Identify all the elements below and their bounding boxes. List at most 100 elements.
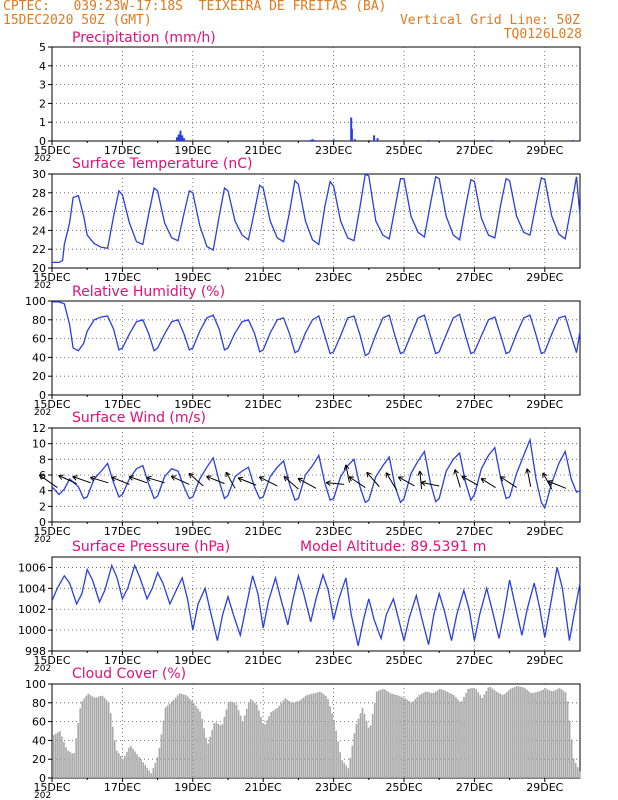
cloud-bar <box>300 699 303 778</box>
run-date: 15DEC2020 50Z (GMT) <box>3 13 152 28</box>
cloud-bar <box>438 688 441 778</box>
cloud-bar <box>89 694 92 778</box>
cloud-bar <box>312 693 315 778</box>
cloud-bar <box>252 700 254 778</box>
cloud-bar <box>369 725 372 778</box>
cloud-bar <box>93 697 96 778</box>
wind-arrow <box>297 477 317 489</box>
cloud-bar <box>453 695 455 778</box>
wind-arrow-head <box>547 480 553 486</box>
y-tick-label: 100 <box>25 295 46 308</box>
cloud-bar <box>187 696 189 778</box>
cloud-bar <box>201 718 203 778</box>
series-line <box>52 301 581 357</box>
cloud-bar <box>63 741 65 778</box>
cloud-bar <box>292 702 295 778</box>
cloud-bar <box>276 708 279 778</box>
x-tick-label: 17DEC <box>104 525 141 538</box>
grid-line-info: Vertical Grid Line: 50Z <box>399 13 580 28</box>
wind-arrow <box>385 472 398 491</box>
y-tick-label: 1004 <box>18 582 46 595</box>
y-tick-label: 60 <box>32 716 46 729</box>
cloud-bar <box>487 687 490 778</box>
x-tick-label: 17DEC <box>104 271 141 284</box>
cloud-bar <box>505 692 508 778</box>
cloud-bar <box>217 723 220 778</box>
cloud-bar <box>308 694 311 778</box>
wind-arrow-head <box>461 475 467 481</box>
wind-arrow-head <box>206 475 212 481</box>
cloud-bar <box>95 697 98 778</box>
wind-arrow <box>480 478 496 488</box>
x-tick-label: 15DEC <box>33 525 70 538</box>
cloud-bar <box>146 767 149 778</box>
x-tick-label: 19DEC <box>174 654 211 667</box>
cloud-bar <box>105 700 108 778</box>
wind-arrow <box>111 476 130 485</box>
cloud-bar <box>260 716 262 778</box>
cloud-bar <box>459 701 461 778</box>
cloud-bar <box>398 695 400 778</box>
x-tick-label: 25DEC <box>385 271 422 284</box>
cloud-bar <box>126 751 128 778</box>
wind-arrow <box>237 477 257 486</box>
station-line: CPTEC: 039:23W-17:18S TEIXEIRA DE FREITA… <box>3 0 387 14</box>
cloud-bar <box>107 702 110 778</box>
cloud-bar <box>446 691 449 778</box>
wind-arrow <box>526 468 532 487</box>
cloud-bar <box>386 690 388 778</box>
cloud-bar <box>73 753 75 778</box>
plot-frame <box>51 46 581 142</box>
cloud-bar <box>408 701 411 778</box>
cloud-bar <box>231 701 234 778</box>
cloud-bar <box>485 690 488 778</box>
y-tick-label: 1 <box>39 116 46 129</box>
y-tick-label: 40 <box>32 734 46 747</box>
model-id: TQ0126L028 <box>503 27 582 42</box>
wind-arrow <box>72 476 91 484</box>
wind-arrow-head <box>237 476 244 483</box>
cloud-bar <box>497 692 500 778</box>
cloud-bar <box>530 693 532 778</box>
cloud-bar <box>272 710 274 778</box>
precip-bar <box>179 130 182 141</box>
x-tick-label: 17DEC <box>104 144 141 157</box>
wind-arrow <box>461 475 479 486</box>
cloud-bar <box>548 690 551 778</box>
cloud-bar <box>420 693 423 778</box>
cloud-bar <box>219 725 222 778</box>
cloud-bar <box>174 697 177 778</box>
x-tick-label: 19DEC <box>174 271 211 284</box>
cloud-bar <box>314 692 317 778</box>
cloud-bar <box>337 741 339 778</box>
cloud-bar <box>215 722 218 778</box>
cloud-bar <box>388 692 390 778</box>
cloud-bar <box>71 753 73 778</box>
cloud-bar <box>355 723 358 778</box>
y-tick-label: 20 <box>32 753 46 766</box>
cloud-bar <box>406 699 408 778</box>
cloud-bar <box>268 716 270 778</box>
cloud-bar <box>233 702 236 778</box>
x-tick-label: 15DEC <box>33 144 70 157</box>
x-tick-label: 17DEC <box>104 781 141 794</box>
precip-bar <box>177 134 180 141</box>
y-tick-label: 4 <box>39 60 46 73</box>
cloud-bar <box>428 692 431 778</box>
cloud-bar <box>327 699 329 778</box>
cloud-bar <box>516 686 518 778</box>
y-tick-label: 5 <box>39 41 46 54</box>
cloud-bar <box>229 701 232 778</box>
cloud-bar <box>491 688 494 778</box>
cloud-bar <box>471 688 473 778</box>
cloud-bar <box>473 687 475 778</box>
cloud-bar <box>132 748 134 778</box>
cloud-bar <box>262 723 264 778</box>
x-tick-label: 25DEC <box>385 781 422 794</box>
x-tick-label: 27DEC <box>456 398 493 411</box>
cloud-bar <box>128 747 130 778</box>
cloud-bar <box>211 730 214 778</box>
precip-bar <box>376 138 379 141</box>
cloud-bar <box>566 701 569 778</box>
cloud-bar <box>294 701 297 778</box>
